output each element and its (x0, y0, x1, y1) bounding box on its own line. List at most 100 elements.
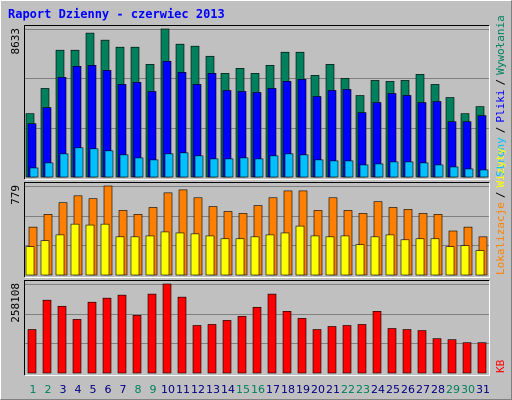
x-tick-label: 15 (236, 383, 250, 396)
bar (327, 326, 337, 374)
bar (147, 293, 157, 374)
bar (220, 238, 230, 276)
bar (27, 329, 37, 374)
bar (460, 245, 470, 276)
bar (250, 236, 260, 276)
x-tick-label: 9 (150, 383, 157, 396)
bar (175, 232, 185, 276)
legend-entry: Lokalizacje (494, 202, 507, 275)
bar (404, 161, 414, 178)
bar (145, 235, 155, 276)
bar (477, 342, 487, 374)
bar (59, 153, 69, 178)
bar (372, 311, 382, 374)
bar (387, 328, 397, 374)
chart-title: Raport Dzienny - czerwiec 2013 (8, 7, 225, 21)
y-tick-label: 8633 (9, 28, 22, 55)
bar (89, 148, 99, 178)
bar (25, 246, 35, 276)
x-tick-label: 19 (296, 383, 310, 396)
bar (119, 154, 129, 178)
bar (102, 297, 112, 374)
x-tick-label: 4 (75, 383, 82, 396)
bar (342, 325, 352, 374)
bar (479, 169, 489, 178)
panel-bevel-light (24, 25, 490, 180)
bar (284, 153, 294, 178)
bar (359, 164, 369, 178)
bar (385, 234, 395, 276)
x-tick-label: 16 (251, 383, 265, 396)
bar (177, 296, 187, 374)
bar (130, 236, 140, 276)
bar (477, 115, 487, 178)
legend: Lokalizacje / Wizyty (494, 147, 507, 275)
bar (400, 239, 410, 276)
bar (370, 236, 380, 276)
x-tick-label: 1 (30, 383, 37, 396)
bar (237, 316, 247, 374)
bar (134, 157, 144, 178)
bar (295, 225, 305, 276)
bar (132, 315, 142, 374)
bar (192, 325, 202, 374)
bar (434, 164, 444, 178)
bar (29, 167, 39, 178)
bar (415, 238, 425, 276)
y-tick-label: 779 (9, 185, 22, 205)
x-tick-label: 25 (386, 383, 400, 396)
bar (74, 147, 84, 178)
x-tick-label: 12 (191, 383, 205, 396)
x-tick-label: 20 (311, 383, 325, 396)
legend-separator: / (494, 79, 507, 86)
x-tick-label: 11 (176, 383, 190, 396)
x-tick-label: 14 (221, 383, 235, 396)
bar (389, 161, 399, 178)
x-tick-label: 5 (90, 383, 97, 396)
x-tick-label: 27 (416, 383, 430, 396)
x-tick-label: 24 (371, 383, 385, 396)
bar (417, 330, 427, 374)
bar (72, 319, 82, 374)
legend-entry: Pliki (494, 90, 507, 123)
panel-bevel-dark (24, 280, 490, 376)
x-tick-label: 13 (206, 383, 220, 396)
bar (55, 234, 65, 276)
bar (265, 234, 275, 276)
legend: Strony / Pliki / Wywołania (494, 15, 507, 177)
legend-entry: Wizyty (494, 147, 507, 187)
bar (314, 159, 324, 178)
legend: KB (494, 359, 507, 373)
y-tick-label: 258108 (9, 283, 22, 323)
bar (449, 166, 459, 178)
x-tick-label: 22 (341, 383, 355, 396)
panel-bevel-dark (24, 182, 490, 278)
bar (344, 160, 354, 178)
x-tick-label: 23 (356, 383, 370, 396)
legend-entry: KB (494, 359, 507, 373)
panel-bevel-light (24, 182, 490, 278)
bar (179, 152, 189, 178)
bar (325, 236, 335, 276)
bar (430, 238, 440, 276)
bar (117, 294, 127, 374)
bar (100, 223, 110, 276)
bar (149, 159, 159, 178)
bar (222, 320, 232, 374)
bar (355, 244, 365, 276)
bar (85, 224, 95, 276)
bar (312, 329, 322, 374)
bar (280, 232, 290, 276)
bar (252, 306, 262, 374)
bar (190, 233, 200, 276)
x-tick-label: 2 (45, 383, 52, 396)
x-tick-label: 31 (476, 383, 490, 396)
bar (475, 250, 485, 276)
bar (299, 154, 309, 178)
bar (282, 311, 292, 374)
bar (194, 155, 204, 178)
bar (462, 342, 472, 374)
bar (267, 293, 277, 374)
x-tick-label: 21 (326, 383, 340, 396)
